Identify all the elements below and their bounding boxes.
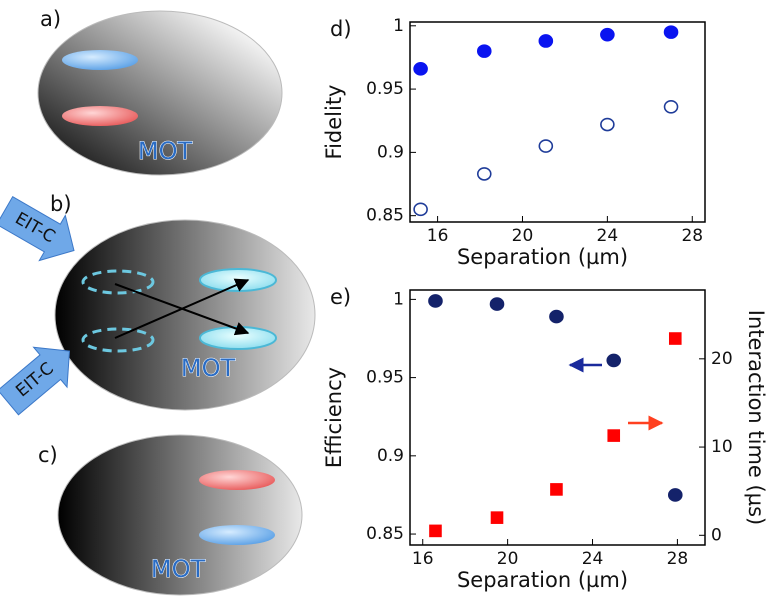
data-point: [490, 511, 504, 524]
y2-tick-label: 10: [711, 437, 733, 457]
x-tick-label: 20: [497, 549, 519, 569]
plot-frame: [409, 21, 706, 223]
y-axis-label: Fidelity: [322, 85, 346, 160]
arrow: [114, 278, 250, 339]
y2-tick-label: 20: [711, 349, 733, 369]
atom-ensemble: [62, 50, 138, 70]
data-point: [538, 139, 554, 153]
y-tick-label: 0.95: [366, 368, 404, 388]
mot-label: MOT: [151, 555, 206, 583]
data-point: [429, 524, 442, 538]
x-axis-label: Separation (µm): [457, 568, 628, 592]
x-axis-label: Separation (µm): [457, 245, 628, 269]
panel-label: b): [50, 192, 72, 216]
y-tick-label: 0.9: [377, 142, 404, 162]
data-point: [550, 483, 563, 496]
y-tick-label: 0.9: [377, 446, 404, 466]
x-tick-label: 28: [681, 226, 703, 246]
data-point: [668, 332, 682, 345]
y-tick-label: 1: [393, 289, 404, 309]
x-tick-label: 28: [667, 549, 689, 569]
panel-label: c): [38, 443, 58, 467]
data-point: [538, 34, 554, 48]
y-tick-label: 1: [393, 16, 404, 36]
x-tick-label: 24: [597, 226, 619, 246]
data-point: [428, 294, 443, 308]
atom-ensemble: [199, 470, 275, 490]
atom-ensemble: [199, 268, 277, 292]
panel-label: d): [330, 17, 352, 41]
y2-axis-label: Interaction time (µs): [744, 310, 768, 525]
x-tick-label: 16: [412, 549, 434, 569]
data-point: [600, 27, 615, 42]
data-point: [476, 44, 492, 58]
x-tick-label: 16: [427, 226, 449, 246]
x-tick-label: 24: [582, 549, 604, 569]
y-tick-label: 0.95: [366, 79, 404, 99]
panel-label: e): [330, 285, 351, 309]
ensemble-outline: [81, 327, 155, 353]
data-point: [549, 309, 564, 324]
data-point: [606, 353, 622, 368]
x-tick-label: 20: [512, 226, 534, 246]
atom-ensemble: [199, 525, 275, 545]
beam-arrow: EIT-C: [0, 195, 75, 262]
ensemble-outline: [81, 269, 155, 295]
atom-ensemble: [62, 106, 138, 126]
panel-label: a): [40, 7, 61, 31]
data-point: [663, 25, 679, 39]
mot-label: MOT: [181, 354, 236, 382]
data-point: [476, 167, 492, 181]
plot-frame: [409, 289, 706, 546]
data-point: [667, 488, 683, 502]
y-axis-label: Efficiency: [322, 367, 346, 468]
data-point: [607, 429, 621, 442]
data-point: [413, 62, 428, 76]
y2-tick-label: 0: [711, 525, 722, 545]
y-tick-label: 0.85: [366, 524, 404, 544]
mot-cloud: [54, 219, 316, 411]
data-point: [600, 117, 615, 132]
data-point: [413, 202, 428, 217]
data-point: [663, 100, 679, 114]
mot-label: MOT: [138, 137, 193, 165]
y-tick-label: 0.85: [366, 206, 404, 226]
data-point: [489, 297, 505, 311]
